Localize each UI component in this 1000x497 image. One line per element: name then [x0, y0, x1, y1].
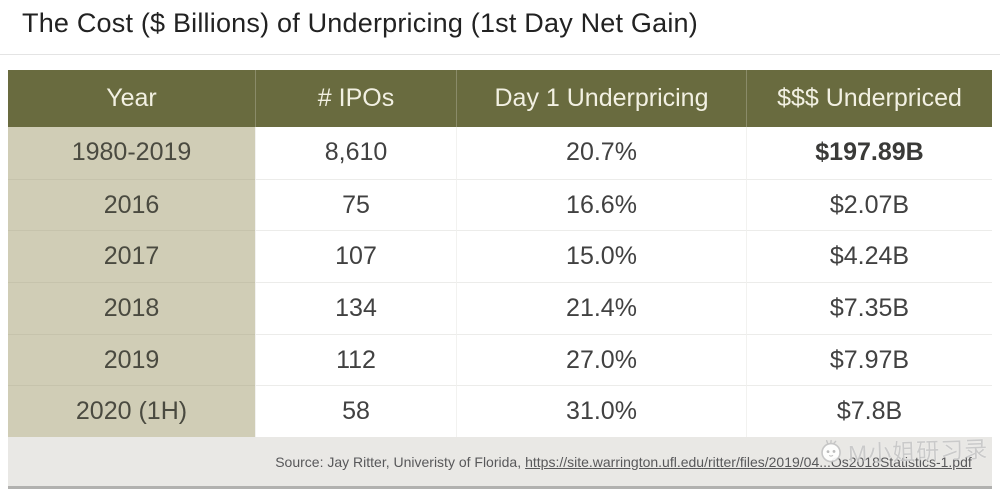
year-cell: 2017 — [8, 230, 255, 283]
table-row: 1980-2019 8,610 20.7% $197.89B — [8, 127, 992, 179]
year-cell: 1980-2019 — [8, 127, 255, 179]
underpriced-amount-cell: $4.24B — [746, 230, 992, 283]
table-row: 2018 134 21.4% $7.35B — [8, 282, 992, 334]
underpricing-percent-cell: 20.7% — [456, 127, 746, 179]
column-header-dollars-underpriced: $$$ Underpriced — [746, 70, 992, 127]
year-cell: 2018 — [8, 282, 255, 334]
ipos-count-cell: 112 — [255, 333, 456, 386]
column-header-year: Year — [106, 84, 157, 112]
underpricing-percent-cell: 21.4% — [456, 282, 746, 334]
table-source-row: Source: Jay Ritter, Univeristy of Florid… — [8, 437, 992, 487]
table-header-row: Year # IPOs Day 1 Underpricing $$$ Under… — [8, 70, 992, 127]
ipos-count-cell: 134 — [255, 282, 456, 334]
underpriced-amount-cell: $7.97B — [746, 333, 992, 386]
ipos-count-cell: 107 — [255, 230, 456, 283]
underpriced-amount-cell: $7.35B — [746, 282, 992, 334]
ipos-count-cell: 8,610 — [255, 127, 456, 179]
underpricing-percent-cell: 16.6% — [456, 178, 746, 231]
table-row: 2020 (1H) 58 31.0% $7.8B — [8, 385, 992, 438]
table-row: 2019 112 27.0% $7.97B — [8, 333, 992, 386]
column-header-day1-underpricing: Day 1 Underpricing — [456, 70, 746, 127]
source-text: Source: Jay Ritter, Univeristy of Florid… — [275, 453, 522, 470]
underpricing-percent-cell: 31.0% — [456, 385, 746, 438]
title-divider — [0, 54, 1000, 55]
underpriced-amount-cell: $197.89B — [746, 127, 992, 179]
year-cell: 2020 (1H) — [8, 385, 255, 438]
ipos-count-cell: 58 — [255, 385, 456, 438]
underpricing-table: Year # IPOs Day 1 Underpricing $$$ Under… — [8, 70, 992, 490]
underpricing-percent-cell: 15.0% — [456, 230, 746, 283]
page-title: The Cost ($ Billions) of Underpricing (1… — [22, 8, 698, 38]
underpriced-amount-cell: $7.8B — [746, 385, 992, 438]
year-cell: 2016 — [8, 178, 255, 231]
table-body: 1980-2019 8,610 20.7% $197.89B 2016 75 1… — [8, 127, 992, 438]
column-header-ipos: # IPOs — [255, 70, 456, 127]
table-row: 2016 75 16.6% $2.07B — [8, 178, 992, 231]
year-cell: 2019 — [8, 333, 255, 386]
source-link[interactable]: https://site.warrington.ufl.edu/ritter/f… — [525, 453, 972, 470]
ipos-count-cell: 75 — [255, 178, 456, 231]
table-row: 2017 107 15.0% $4.24B — [8, 230, 992, 283]
underpriced-amount-cell: $2.07B — [746, 178, 992, 231]
underpricing-percent-cell: 27.0% — [456, 333, 746, 386]
